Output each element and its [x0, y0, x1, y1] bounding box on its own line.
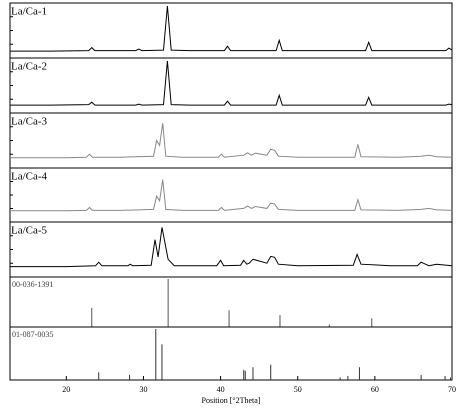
- reference-label: 01-087-0035: [12, 330, 53, 339]
- panel-label: La/Ca-3: [11, 116, 48, 128]
- x-axis-label: Position [°2Theta]: [202, 396, 261, 405]
- panel-frame: [9, 2, 453, 59]
- panel-frame: [9, 276, 453, 328]
- panel-label: La/Ca-5: [11, 225, 48, 237]
- x-tick-label: 30: [139, 385, 147, 394]
- diffraction-line: [10, 5, 453, 52]
- panel-label: La/Ca-4: [11, 171, 48, 183]
- diffraction-line: [10, 60, 453, 106]
- panel-frame: [9, 326, 453, 381]
- panel-label: La/Ca-1: [11, 6, 47, 18]
- diffraction-line: [10, 227, 453, 268]
- panel-frame: [9, 112, 453, 169]
- x-tick-label: 40: [217, 385, 225, 394]
- reference-label: 00-036-1391: [12, 280, 53, 289]
- x-tick-label: 60: [371, 385, 379, 394]
- diffraction-line: [10, 179, 453, 212]
- x-tick-label: 20: [62, 385, 70, 394]
- diffraction-line: [10, 123, 453, 159]
- panel-frame: [9, 221, 453, 278]
- x-tick-label: 50: [294, 385, 302, 394]
- panel-frame: [9, 167, 453, 223]
- panel-label: La/Ca-2: [11, 61, 47, 73]
- x-tick-label: 70: [448, 385, 456, 394]
